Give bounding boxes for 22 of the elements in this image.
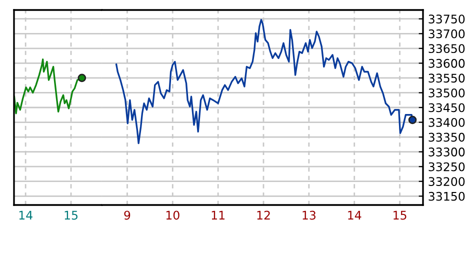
x-tick-label: 10 <box>166 210 180 220</box>
y-tick-label: 33400 <box>428 118 465 127</box>
y-tick-label: 33350 <box>428 132 465 142</box>
y-tick-label: 33650 <box>428 44 465 54</box>
y-tick-label: 33250 <box>428 162 465 172</box>
x-tick-label: 14 <box>19 210 32 220</box>
y-tick-label: 33700 <box>428 29 465 38</box>
x-tick-label: 14 <box>348 210 362 220</box>
x-tick-label: 15 <box>394 210 406 220</box>
y-tick-label: 33450 <box>428 103 465 112</box>
y-tick-label: 33500 <box>428 88 465 98</box>
y-tick-label: 33300 <box>428 148 465 156</box>
y-tick-label: 33200 <box>428 177 465 186</box>
y-tick-label: 33750 <box>428 14 465 24</box>
y-tick-label: 33600 <box>428 58 465 68</box>
x-tick-label: 15 <box>64 210 78 220</box>
x-tick-label: 13 <box>302 210 316 220</box>
x-tick-label: 9 <box>124 210 130 220</box>
x-tick-label: 12 <box>257 210 270 220</box>
y-tick-label: 33550 <box>428 74 465 83</box>
x-tick-label: 11 <box>212 210 224 220</box>
y-tick-label: 33150 <box>428 192 465 201</box>
